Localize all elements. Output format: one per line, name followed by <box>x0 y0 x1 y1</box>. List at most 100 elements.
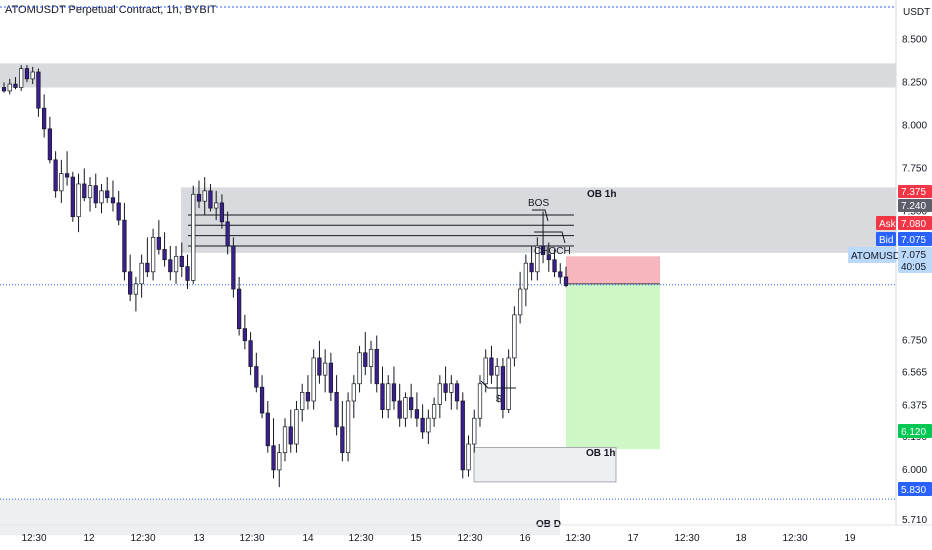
candle-body[interactable] <box>391 383 397 402</box>
candle-body[interactable] <box>540 245 546 255</box>
candle-body[interactable] <box>512 314 517 359</box>
candle-body[interactable] <box>173 255 179 273</box>
candle-body[interactable] <box>236 288 242 329</box>
candle-body[interactable] <box>277 452 282 471</box>
candle-body[interactable] <box>523 262 528 290</box>
candle-body[interactable] <box>454 383 460 402</box>
candle-body[interactable] <box>202 190 207 202</box>
candle-body[interactable] <box>351 383 356 402</box>
candle-body[interactable] <box>317 357 322 376</box>
candle-body[interactable] <box>472 417 477 445</box>
candle-body[interactable] <box>535 245 540 273</box>
candle-body[interactable] <box>345 400 351 454</box>
candle-body[interactable] <box>334 392 339 428</box>
candle-body[interactable] <box>340 426 345 454</box>
candle-body[interactable] <box>47 128 53 161</box>
candle-body[interactable] <box>552 259 557 273</box>
candle-body[interactable] <box>70 176 75 218</box>
candle-body[interactable] <box>449 383 454 393</box>
candle-body[interactable] <box>386 383 391 410</box>
candle-body[interactable] <box>242 328 247 342</box>
candle-body[interactable] <box>150 237 156 273</box>
candle-body[interactable] <box>409 397 414 410</box>
candle-body[interactable] <box>122 219 127 273</box>
candle-body[interactable] <box>13 83 18 88</box>
candle-body[interactable] <box>42 107 47 130</box>
candle-body[interactable] <box>145 262 150 273</box>
candle-body[interactable] <box>208 190 213 209</box>
candle-body[interactable] <box>259 386 265 414</box>
candle-body[interactable] <box>133 283 139 295</box>
candle-body[interactable] <box>185 266 190 281</box>
candle-body[interactable] <box>248 340 253 367</box>
candle-body[interactable] <box>24 68 30 80</box>
candle-body[interactable] <box>196 193 202 202</box>
candle-body[interactable] <box>443 383 448 393</box>
candle-body[interactable] <box>93 185 98 204</box>
candle-body[interactable] <box>288 426 293 445</box>
candle-body[interactable] <box>162 249 167 261</box>
candle-body[interactable] <box>368 348 374 367</box>
candle-body[interactable] <box>64 173 70 178</box>
candle-body[interactable] <box>231 245 236 290</box>
candle-body[interactable] <box>397 400 402 419</box>
candle-body[interactable] <box>374 348 379 385</box>
candle-body[interactable] <box>59 173 64 192</box>
candle-body[interactable] <box>110 197 116 204</box>
candle-body[interactable] <box>1 87 7 92</box>
candle-body[interactable] <box>323 362 328 376</box>
candle-body[interactable] <box>363 352 368 367</box>
candle-body[interactable] <box>403 397 408 419</box>
candle-body[interactable] <box>420 417 425 433</box>
candle-body[interactable] <box>7 83 12 92</box>
candle-body[interactable] <box>426 417 431 433</box>
x-tick-label: 12:30 <box>130 533 155 544</box>
candle-body[interactable] <box>300 392 305 410</box>
candle-body[interactable] <box>168 259 173 273</box>
candle-body[interactable] <box>254 366 259 388</box>
candle-body[interactable] <box>105 190 110 199</box>
candle-body[interactable] <box>271 445 276 471</box>
candle-body[interactable] <box>483 357 488 385</box>
candle-body[interactable] <box>19 68 24 88</box>
candle-body[interactable] <box>99 190 104 204</box>
candle-body[interactable] <box>305 392 311 402</box>
candle-body[interactable] <box>128 271 133 295</box>
candle-body[interactable] <box>563 276 569 286</box>
candle-body[interactable] <box>414 409 420 419</box>
candle-body[interactable] <box>506 357 511 410</box>
candle-body[interactable] <box>36 71 41 109</box>
candle-body[interactable] <box>53 159 58 192</box>
candle-body[interactable] <box>30 71 35 80</box>
candle-body[interactable] <box>282 426 288 454</box>
candle-body[interactable] <box>179 255 184 267</box>
candle-body[interactable] <box>116 202 121 221</box>
candle-body[interactable] <box>265 412 270 447</box>
candle-body[interactable] <box>191 193 196 281</box>
candle-body[interactable] <box>87 185 93 199</box>
candle-body[interactable] <box>76 183 81 218</box>
candle-body[interactable] <box>294 409 299 445</box>
candle-body[interactable] <box>214 202 219 209</box>
candle-body[interactable] <box>328 362 334 393</box>
candle-body[interactable] <box>495 366 500 376</box>
candle-body[interactable] <box>219 202 225 223</box>
candle-body[interactable] <box>82 183 87 199</box>
candle-body[interactable] <box>311 357 316 402</box>
candle-body[interactable] <box>460 400 465 471</box>
candle-body[interactable] <box>529 262 534 273</box>
candle-body[interactable] <box>156 237 161 250</box>
candle-body[interactable] <box>477 383 483 419</box>
candle-body[interactable] <box>489 357 494 376</box>
candle-body[interactable] <box>437 383 442 405</box>
candle-body[interactable] <box>225 221 230 247</box>
candle-body[interactable] <box>357 352 362 385</box>
candle-body[interactable] <box>546 254 551 261</box>
candle-body[interactable] <box>431 404 437 419</box>
candle-body[interactable] <box>139 262 144 285</box>
candle-body[interactable] <box>517 288 523 316</box>
candle-body[interactable] <box>380 383 385 410</box>
candle-body[interactable] <box>558 271 563 278</box>
candle-body[interactable] <box>466 443 471 471</box>
